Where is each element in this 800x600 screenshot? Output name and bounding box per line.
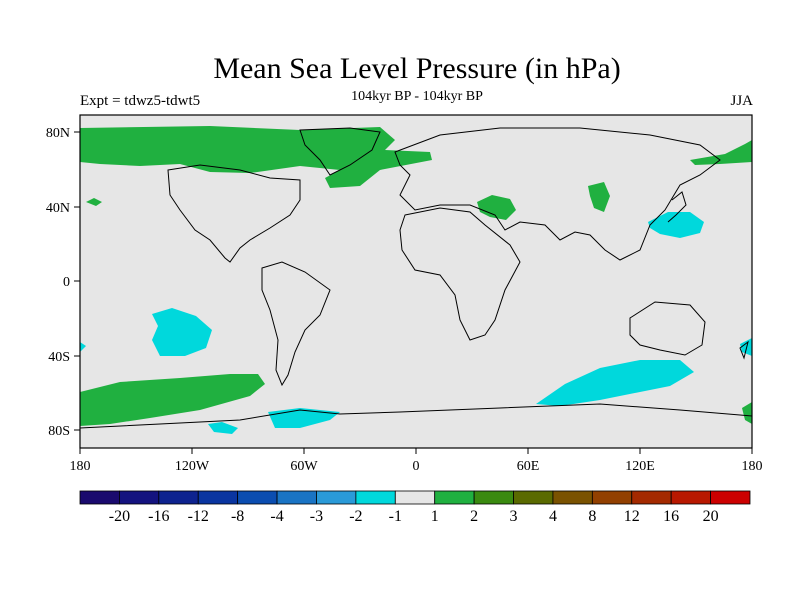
colorbar-label: 20	[703, 508, 719, 525]
colorbar-box	[237, 490, 278, 505]
colorbar-box	[79, 490, 120, 505]
south-america-coastline	[261, 261, 331, 387]
colorbar-label: -12	[188, 508, 209, 525]
east-siberia-positive-region	[690, 140, 752, 165]
arctic-positive-region	[80, 126, 432, 188]
coastlines	[79, 127, 753, 429]
lon-label-120w: 120W	[175, 459, 210, 474]
colorbar: -20 -16 -12 -8 -4 -3 -2 -1 1 2 3 4 8 12 16 20	[79, 490, 751, 525]
colorbar-label: -3	[310, 508, 323, 525]
japan-coastline	[667, 191, 687, 223]
north-america-coastline	[167, 164, 301, 263]
colorbar-box	[394, 490, 436, 505]
lat-label-80n: 80N	[46, 126, 70, 141]
colorbar-label: -20	[109, 508, 130, 525]
colorbar-box	[158, 490, 199, 505]
colorbar-label: 12	[624, 508, 640, 525]
colorbar-box	[197, 490, 239, 505]
colorbar-box	[276, 490, 317, 505]
colorbar-box	[434, 490, 475, 505]
colorbar-label: -2	[349, 508, 362, 525]
west-atlantic-positive-spot	[86, 198, 102, 206]
colorbar-label: -16	[148, 508, 169, 525]
colorbar-box	[513, 490, 554, 505]
south-pacific-negative-region	[152, 308, 212, 356]
lon-label-60e: 60E	[517, 459, 540, 474]
new-zealand-coastline	[739, 340, 749, 360]
west-edge-negative-spot	[80, 342, 86, 352]
greenland-coastline	[299, 127, 381, 176]
colorbar-label: 2	[470, 508, 478, 525]
antarctic-peninsula-negative-region	[268, 408, 340, 428]
colorbar-label: 4	[549, 508, 557, 525]
lon-label-0: 0	[413, 459, 420, 474]
lon-label-180e: 180	[742, 459, 763, 474]
colorbar-box	[710, 490, 751, 505]
colorbar-label: 3	[510, 508, 518, 525]
colorbar-box	[316, 490, 357, 505]
lon-label-180w: 180	[70, 459, 91, 474]
lat-label-0: 0	[63, 275, 70, 290]
longitude-axis	[79, 448, 753, 454]
colorbar-label: 1	[431, 508, 439, 525]
lat-label-40n: 40N	[46, 201, 70, 216]
colorbar-label: -4	[270, 508, 283, 525]
lat-label-80s: 80S	[48, 424, 70, 439]
southern-pacific-positive-region	[80, 374, 265, 426]
lon-label-60w: 60W	[290, 459, 318, 474]
positive-anomaly-regions	[80, 126, 752, 426]
colorbar-box	[355, 490, 396, 505]
colorbar-box	[591, 490, 633, 505]
colorbar-label: 8	[588, 508, 596, 525]
antarctica-coastline	[79, 403, 753, 429]
eurasia-coastline	[394, 127, 721, 261]
colorbar-box	[119, 490, 160, 505]
australia-coastline	[629, 301, 706, 356]
colorbar-label: 16	[663, 508, 679, 525]
experiment-label: Expt = tdwz5-tdwt5	[80, 93, 201, 109]
indian-ocean-negative-region	[536, 360, 694, 406]
negative-anomaly-regions	[80, 212, 752, 434]
tasman-negative-spot	[740, 338, 752, 356]
lat-label-40s: 40S	[48, 350, 70, 365]
ross-sea-negative-spot	[208, 422, 238, 434]
africa-coastline	[399, 207, 521, 341]
map-subtitle: 104kyr BP - 104kyr BP	[351, 89, 483, 104]
siberia-positive-region	[588, 182, 610, 212]
colorbar-box	[670, 490, 711, 505]
north-pacific-negative-region	[648, 212, 704, 238]
colorbar-box	[552, 490, 593, 505]
map-title: Mean Sea Level Pressure (in hPa)	[213, 52, 621, 85]
colorbar-label: -8	[231, 508, 244, 525]
lon-label-120e: 120E	[625, 459, 655, 474]
colorbar-box	[631, 490, 672, 505]
colorbar-label: -1	[389, 508, 402, 525]
dateline-positive-spot	[742, 402, 752, 424]
latitude-axis	[74, 131, 80, 431]
colorbar-box	[473, 490, 514, 505]
season-label: JJA	[730, 93, 753, 109]
central-asia-positive-region	[477, 195, 516, 220]
